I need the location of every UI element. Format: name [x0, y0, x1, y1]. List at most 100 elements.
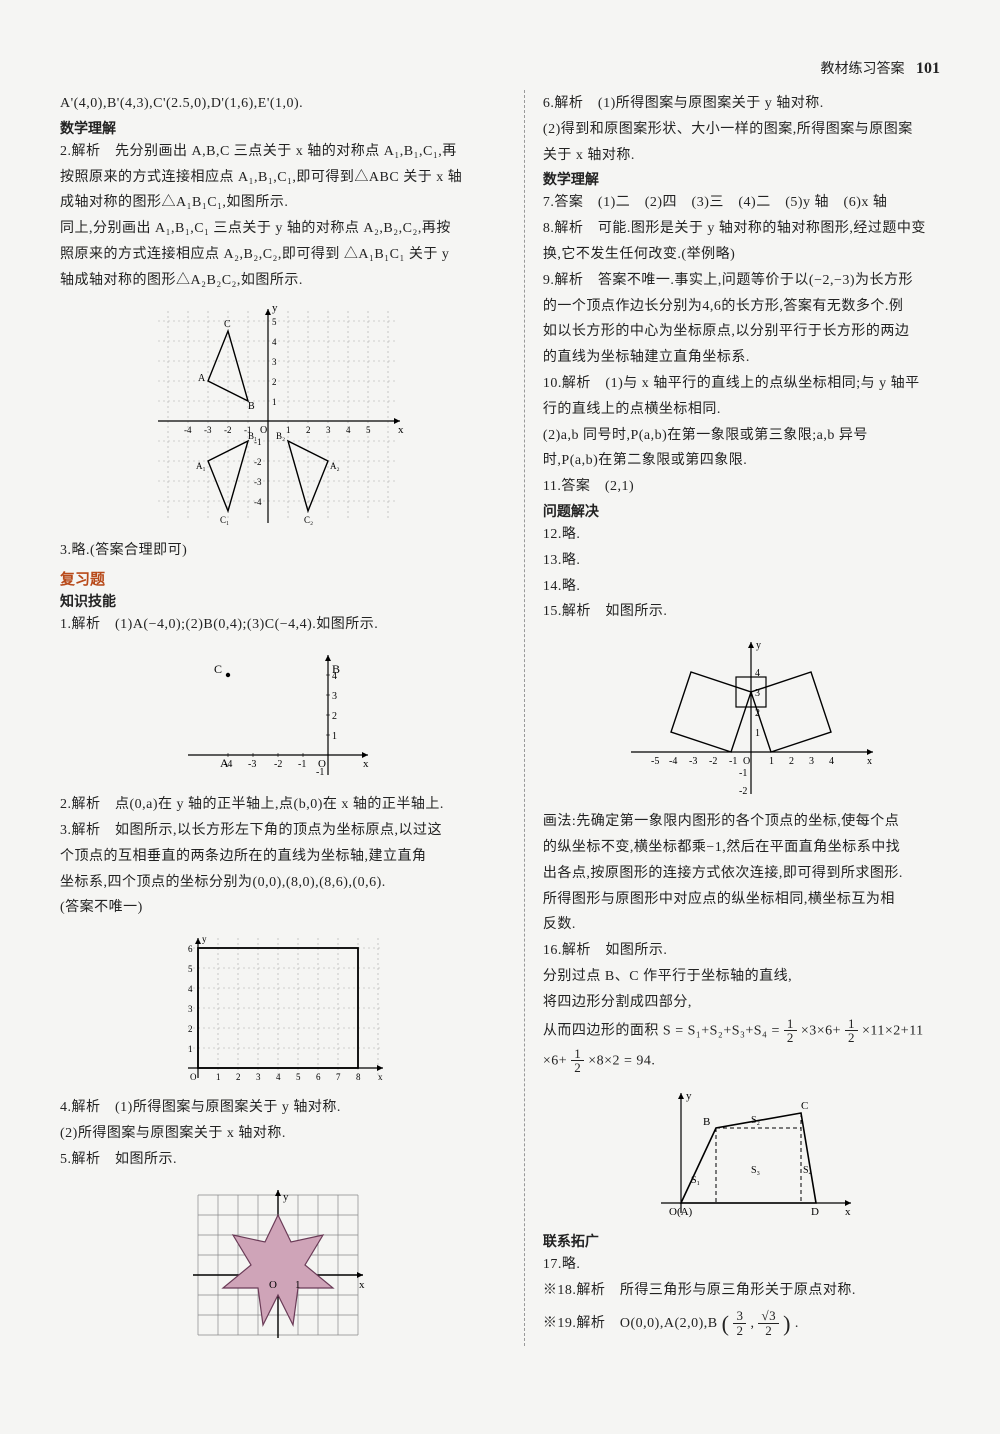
svg-text:-4: -4 — [184, 425, 192, 435]
svg-text:1: 1 — [295, 1279, 301, 1291]
svg-text:C₂: C₂ — [304, 515, 313, 525]
svg-text:O: O — [743, 756, 750, 767]
svg-text:-1: -1 — [739, 768, 747, 779]
svg-text:A₂: A₂ — [330, 461, 340, 471]
svg-text:-4: -4 — [254, 497, 262, 507]
svg-text:x: x — [359, 1279, 365, 1291]
q10: 时,P(a,b)在第二象限或第四象限. — [543, 449, 960, 473]
page-number: 101 — [916, 60, 940, 77]
svg-text:S₄: S₄ — [803, 1165, 813, 1176]
svg-text:y: y — [202, 934, 207, 944]
q2-line: 照原来的方式连接相应点 A₂,B₂,C₂,即可得到 △A₁B₁C₁ 关于 y — [60, 243, 496, 267]
svg-text:-1: -1 — [254, 437, 262, 447]
svg-text:2: 2 — [789, 756, 794, 767]
q16d-post: ×8×2 = 94. — [588, 1053, 655, 1068]
q16c-post: ×11×2+11 — [862, 1023, 924, 1038]
fraction-half-icon: 12 — [571, 1047, 584, 1075]
svg-text:x: x — [845, 1206, 851, 1218]
q16c-pre: 从而四边形的面积 S = S₁+S₂+S₃+S₄ = — [543, 1023, 784, 1038]
q7: 7.答案 (1)二 (2)四 (3)三 (4)二 (5)y 轴 (6)x 轴 — [543, 191, 960, 215]
rq3: (答案不唯一) — [60, 896, 496, 920]
svg-text:C: C — [224, 319, 231, 330]
svg-text:x: x — [378, 1072, 383, 1082]
q16t: 分别过点 B、C 作平行于坐标轴的直线, — [543, 965, 960, 989]
q6: (2)得到和原图案形状、大小一样的图案,所得图案与原图案 — [543, 118, 960, 142]
svg-text:O(A): O(A) — [669, 1206, 693, 1218]
svg-text:3: 3 — [326, 425, 331, 435]
q16t: 将四边形分割成四部分, — [543, 991, 960, 1015]
svg-text:3: 3 — [272, 357, 277, 367]
svg-text:-2: -2 — [254, 457, 262, 467]
q15t: 反数. — [543, 913, 960, 937]
svg-text:1: 1 — [216, 1072, 221, 1082]
svg-text:-2: -2 — [709, 756, 717, 767]
svg-text:-2: -2 — [739, 786, 747, 797]
svg-text:O: O — [190, 1072, 197, 1082]
figure-tilted-squares: -5-4-3-2-1 O 1234 1234 -1-2 xy — [621, 632, 881, 802]
figure-star: O 1 x y — [183, 1180, 373, 1338]
rq4: (2)所得图案与原图案关于 x 轴对称. — [60, 1122, 496, 1146]
svg-text:2: 2 — [188, 1024, 193, 1034]
q8: 换,它不发生任何改变.(举例略) — [543, 243, 960, 267]
q16-area-line2: ×6+ 12 ×8×2 = 94. — [543, 1047, 960, 1075]
q16c-mid: ×3×6+ — [801, 1023, 841, 1038]
svg-text:4: 4 — [346, 425, 351, 435]
svg-text:5: 5 — [296, 1072, 301, 1082]
svg-text:6: 6 — [316, 1072, 321, 1082]
right-column: 6.解析 (1)所得图案与原图案关于 y 轴对称. (2)得到和原图案形状、大小… — [524, 90, 960, 1346]
rq3: 坐标系,四个顶点的坐标分别为(0,0),(8,0),(8,6),(0,6). — [60, 871, 496, 895]
q2-line: 成轴对称的图形△A₁B₁C₁,如图所示. — [60, 191, 496, 215]
q10: 行的直线上的点横坐标相同. — [543, 398, 960, 422]
coords-line: A'(4,0),B'(4,3),C'(2.5,0),D'(1,6),E'(1,0… — [60, 92, 496, 116]
svg-text:-1: -1 — [316, 767, 324, 778]
svg-text:7: 7 — [336, 1072, 341, 1082]
svg-text:x: x — [867, 756, 872, 767]
svg-text:1: 1 — [188, 1044, 193, 1054]
figure-rectangle-grid: O 1234 5678 1234 56 xy — [168, 928, 388, 1088]
rq1: 1.解析 (1)A(−4,0);(2)B(0,4);(3)C(−4,4).如图所… — [60, 613, 496, 637]
q15: 15.解析 如图所示. — [543, 600, 960, 624]
q15t: 出各点,按原图形的连接方式依次连接,即可得到所求图形. — [543, 862, 960, 886]
q13: 13.略. — [543, 549, 960, 573]
svg-text:x: x — [363, 758, 369, 770]
svg-text:O: O — [260, 425, 267, 436]
svg-text:4: 4 — [829, 756, 834, 767]
svg-text:5: 5 — [272, 317, 277, 327]
svg-text:-2: -2 — [274, 759, 282, 770]
svg-text:2: 2 — [755, 708, 760, 719]
svg-text:S₁: S₁ — [691, 1175, 700, 1186]
q19-pre: ※19.解析 O(0,0),A(2,0),B — [543, 1316, 718, 1331]
left-paren: ( — [722, 1311, 730, 1336]
svg-text:C: C — [801, 1100, 808, 1112]
svg-text:-3: -3 — [689, 756, 697, 767]
svg-text:1: 1 — [286, 425, 291, 435]
q19: ※19.解析 O(0,0),A(2,0),B ( 32 , √32 ) . — [543, 1305, 960, 1342]
svg-text:1: 1 — [272, 397, 277, 407]
svg-text:C₁: C₁ — [220, 515, 229, 525]
svg-text:2: 2 — [272, 377, 277, 387]
header-title: 教材练习答案 — [821, 62, 905, 77]
svg-text:4: 4 — [332, 671, 337, 682]
svg-text:-1: -1 — [298, 759, 306, 770]
q16-area-line1: 从而四边形的面积 S = S₁+S₂+S₃+S₄ = 12 ×3×6+ 12 ×… — [543, 1017, 960, 1045]
page-header: 教材练习答案 101 — [821, 58, 941, 78]
svg-text:2: 2 — [236, 1072, 241, 1082]
svg-text:1: 1 — [332, 731, 337, 742]
q2-line: 按照原来的方式连接相应点 A₁,B₁,C₁,即可得到△ABC 关于 x 轴 — [60, 166, 496, 190]
svg-text:-5: -5 — [651, 756, 659, 767]
q18: ※18.解析 所得三角形与原三角形关于原点对称. — [543, 1279, 960, 1303]
svg-text:y: y — [686, 1090, 692, 1102]
fraction-3-2: 32 — [733, 1309, 746, 1337]
svg-text:-3: -3 — [204, 425, 212, 435]
q15t: 的纵坐标不变,横坐标都乘−1,然后在平面直角坐标系中找 — [543, 836, 960, 860]
rq4: 4.解析 (1)所得图案与原图案关于 y 轴对称. — [60, 1096, 496, 1120]
svg-text:-3: -3 — [254, 477, 262, 487]
svg-text:y: y — [756, 640, 761, 651]
q9: 的一个顶点作边长分别为4,6的长方形,答案有无数多个.例 — [543, 295, 960, 319]
svg-text:O: O — [269, 1279, 277, 1291]
svg-text:3: 3 — [809, 756, 814, 767]
q3: 3.略.(答案合理即可) — [60, 539, 496, 563]
left-column: A'(4,0),B'(4,3),C'(2.5,0),D'(1,6),E'(1,0… — [60, 90, 496, 1346]
q10: (2)a,b 同号时,P(a,b)在第一象限或第三象限;a,b 异号 — [543, 424, 960, 448]
svg-text:2: 2 — [306, 425, 311, 435]
